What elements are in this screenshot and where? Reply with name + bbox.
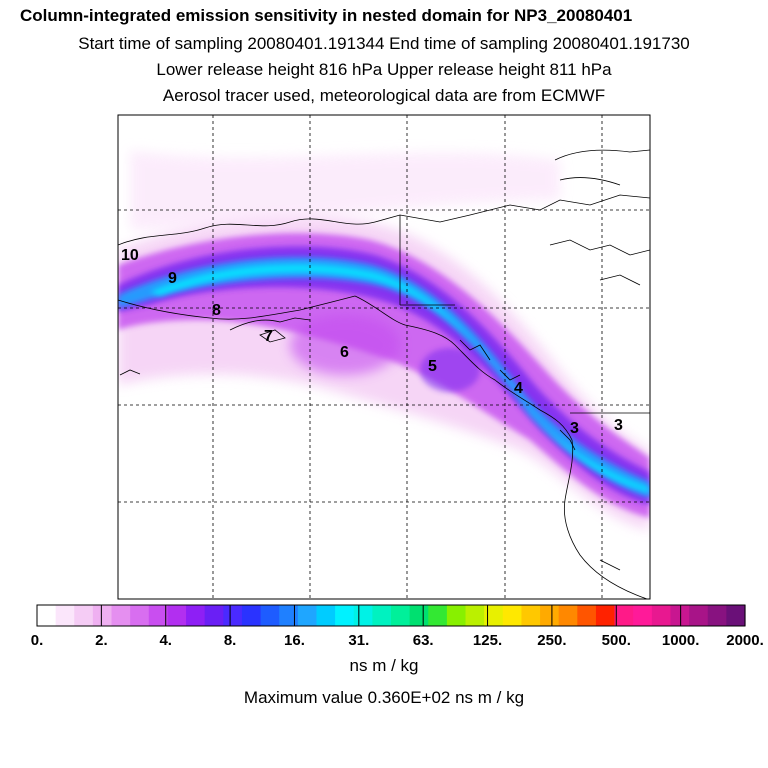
colorbar-frame bbox=[36, 604, 746, 627]
plume-layer bbox=[118, 149, 650, 599]
title-line-1: Column-integrated emission sensitivity i… bbox=[20, 6, 633, 25]
colorbar-tick-label: 500. bbox=[601, 632, 631, 649]
colorbar-swatch bbox=[707, 605, 727, 626]
colorbar-swatch bbox=[428, 605, 448, 626]
colorbar-tick-label: 0. bbox=[30, 632, 44, 649]
plume-blue bbox=[118, 257, 650, 498]
colorbar-swatch bbox=[465, 605, 485, 626]
plume-purple bbox=[118, 246, 650, 506]
title-line-3: Lower release height 816 hPa Upper relea… bbox=[156, 60, 612, 79]
map-label-3a: 3 bbox=[570, 420, 579, 437]
colorbar-swatch bbox=[74, 605, 94, 626]
colorbar-swatch bbox=[186, 605, 206, 626]
colorbar-tick-label: 250. bbox=[537, 632, 567, 649]
map-label-4: 4 bbox=[514, 380, 523, 397]
colorbar-swatch bbox=[540, 605, 560, 626]
colorbar-swatch bbox=[297, 605, 318, 626]
colorbar-swatch bbox=[353, 605, 373, 626]
colorbar-swatch bbox=[614, 605, 634, 626]
colorbar-swatch bbox=[148, 605, 169, 626]
colorbar-swatch bbox=[651, 605, 672, 626]
map-label-9: 9 bbox=[168, 270, 177, 287]
plume-blob-6 bbox=[290, 315, 400, 375]
coastlines bbox=[118, 149, 650, 599]
colorbar-tick-label: 31. bbox=[348, 632, 370, 649]
colorbar-swatch bbox=[316, 605, 336, 626]
colorbar-swatch bbox=[92, 605, 113, 626]
colorbar-swatch bbox=[241, 605, 262, 626]
plume-north bbox=[130, 150, 560, 230]
plume-blob-5 bbox=[420, 348, 480, 392]
colorbar-swatch bbox=[260, 605, 280, 626]
colorbar-tick-label: 4. bbox=[159, 632, 172, 649]
colorbar-swatch bbox=[689, 605, 709, 626]
map-label-6: 6 bbox=[340, 344, 349, 361]
map-frame bbox=[117, 114, 651, 600]
colorbar-tick-label: 63. bbox=[412, 632, 434, 649]
colorbar-tick-label: 2. bbox=[95, 632, 108, 649]
colorbar-swatch bbox=[595, 605, 616, 626]
colorbar bbox=[36, 604, 746, 627]
map-label-3b: 3 bbox=[614, 417, 623, 434]
map-label-10: 10 bbox=[121, 247, 139, 264]
colorbar-swatch bbox=[633, 605, 653, 626]
colorbar-swatch bbox=[726, 605, 746, 626]
colorbar-swatch bbox=[37, 605, 57, 626]
colorbar-swatch bbox=[409, 605, 429, 626]
colorbar-swatch bbox=[335, 605, 355, 626]
colorbar-swatch bbox=[446, 605, 467, 626]
colorbar-swatch bbox=[558, 605, 578, 626]
colorbar-swatch bbox=[502, 605, 523, 626]
colorbar-swatch bbox=[167, 605, 187, 626]
colorbar-swatch bbox=[577, 605, 597, 626]
sensitivity-map: 10 9 8 7 6 5 4 3 3 bbox=[117, 114, 651, 600]
colorbar-swatch bbox=[484, 605, 504, 626]
title-line-2: Start time of sampling 20080401.191344 E… bbox=[78, 34, 690, 53]
colorbar-swatch bbox=[111, 605, 131, 626]
map-label-5: 5 bbox=[428, 358, 437, 375]
maximum-value: Maximum value 0.360E+02 ns m / kg bbox=[243, 688, 525, 707]
colorbar-swatch bbox=[223, 605, 243, 626]
colorbar-tick-label: 125. bbox=[472, 632, 503, 649]
colorbar-swatch bbox=[130, 605, 150, 626]
colorbar-swatch bbox=[279, 605, 299, 626]
units-label: ns m / kg bbox=[349, 656, 419, 675]
plume-magenta bbox=[118, 233, 650, 519]
colorbar-tick-label: 16. bbox=[284, 632, 305, 649]
colorbar-swatch bbox=[372, 605, 392, 626]
map-label-8: 8 bbox=[212, 302, 221, 319]
colorbar-swatch bbox=[670, 605, 690, 626]
colorbar-swatch bbox=[391, 605, 411, 626]
colorbar-swatch bbox=[55, 605, 75, 626]
colorbar-swatches bbox=[37, 605, 746, 626]
colorbar-tick-label: 2000. bbox=[726, 632, 764, 649]
plume-cyan bbox=[150, 264, 650, 493]
colorbar-swatch bbox=[204, 605, 224, 626]
title-line-4: Aerosol tracer used, meteorological data… bbox=[162, 86, 606, 105]
colorbar-ticks bbox=[36, 605, 746, 626]
graticule bbox=[118, 115, 650, 599]
colorbar-tick-label: 1000. bbox=[661, 632, 700, 649]
map-label-7: 7 bbox=[264, 328, 273, 345]
colorbar-swatch bbox=[521, 605, 541, 626]
colorbar-tick-label: 8. bbox=[223, 632, 237, 649]
